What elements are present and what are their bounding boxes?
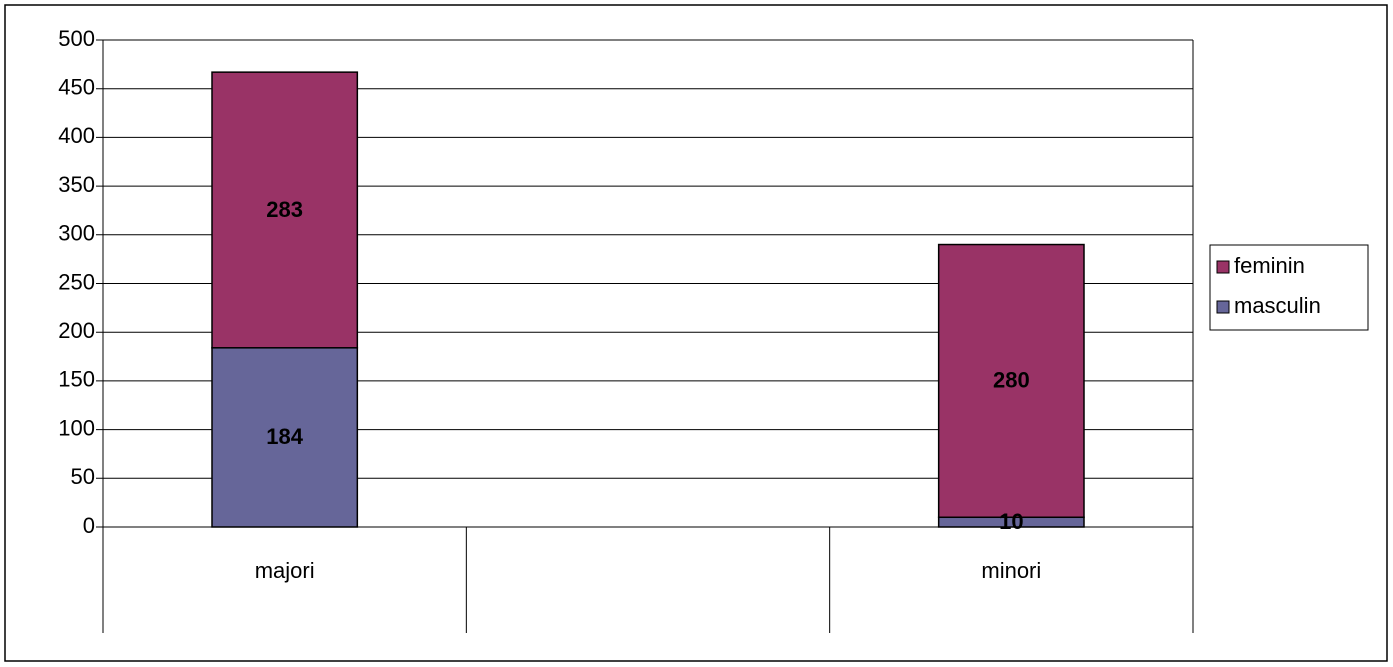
- x-tick-label: majori: [255, 558, 315, 583]
- x-tick-label: minori: [981, 558, 1041, 583]
- y-tick-label: 0: [83, 513, 95, 538]
- bar-segment: [211, 71, 359, 349]
- y-tick-label: 100: [58, 415, 95, 440]
- data-label: 184: [266, 424, 303, 449]
- bar-segment: [937, 243, 1085, 519]
- legend-swatch: [1216, 260, 1230, 274]
- data-label: 280: [993, 368, 1030, 393]
- y-tick-label: 250: [58, 269, 95, 294]
- legend-box: [1209, 244, 1369, 331]
- y-tick-label: 300: [58, 221, 95, 246]
- y-tick-label: 450: [58, 75, 95, 100]
- y-tick-label: 500: [58, 26, 95, 51]
- y-tick-label: 50: [71, 464, 95, 489]
- y-tick-label: 350: [58, 172, 95, 197]
- y-tick-label: 150: [58, 367, 95, 392]
- y-tick-label: 200: [58, 318, 95, 343]
- data-label: 10: [999, 509, 1023, 534]
- legend-swatch: [1216, 300, 1230, 314]
- y-tick-label: 400: [58, 123, 95, 148]
- legend-label: feminin: [1234, 253, 1305, 278]
- bar-segment: [211, 347, 359, 528]
- legend-label: masculin: [1234, 293, 1321, 318]
- chart-border: [4, 4, 1388, 662]
- data-label: 283: [266, 197, 303, 222]
